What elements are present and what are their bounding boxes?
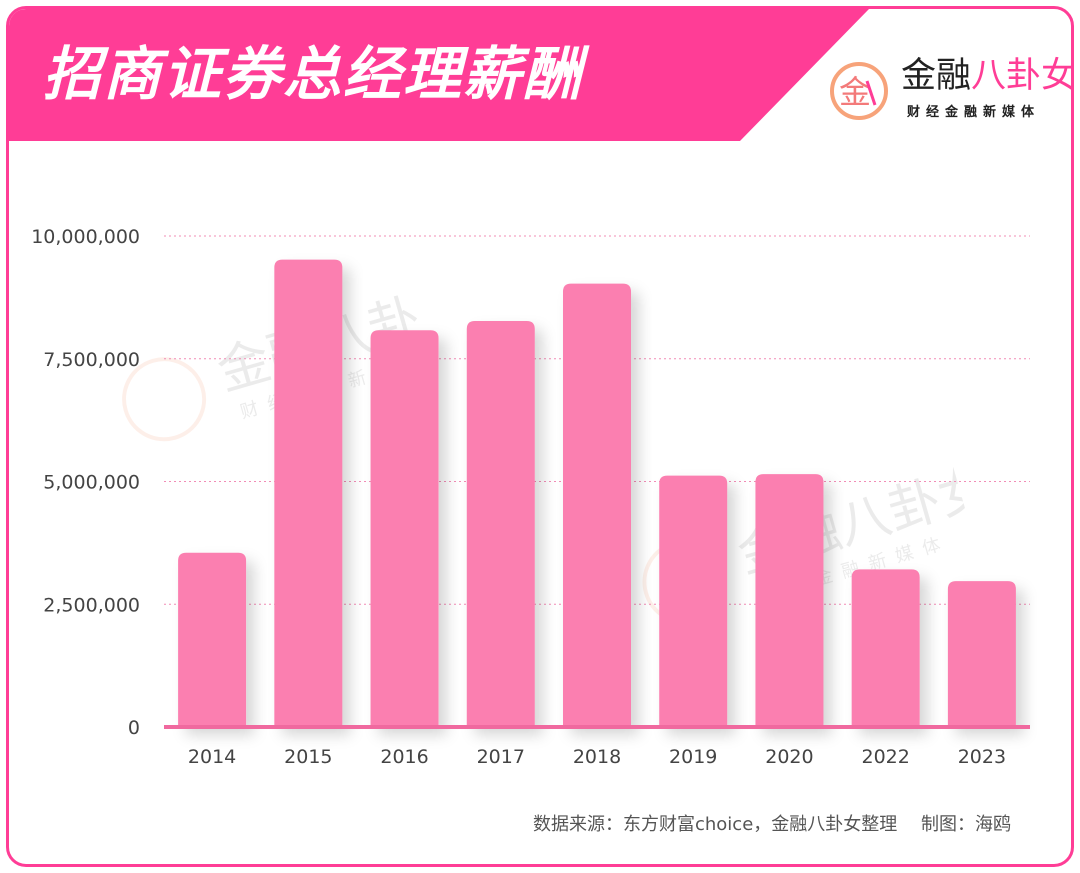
bar-2022	[851, 569, 920, 727]
bar-2016	[370, 330, 439, 727]
brand-logo: 金 金融八卦女 财经金融新媒体	[827, 55, 1071, 135]
bar-2020	[755, 474, 824, 727]
x-tick-label: 2018	[573, 746, 621, 768]
brand-subtitle: 财经金融新媒体	[907, 105, 1041, 120]
bar-2017	[466, 320, 535, 727]
brand-name: 金融八卦女	[901, 55, 1074, 97]
x-tick-label: 2014	[188, 746, 236, 768]
x-tick-label: 2020	[765, 746, 813, 768]
x-tick-label: 2019	[669, 746, 717, 768]
source-note: 数据来源：东方财富choice，金融八卦女整理 制图：海鸥	[532, 814, 1011, 835]
jin-circle-logo-icon: 金	[830, 62, 888, 120]
y-tick-label: 5,000,000	[43, 472, 140, 494]
bar-2023	[947, 581, 1016, 727]
x-tick-label: 2017	[477, 746, 525, 768]
bar-2014	[178, 552, 247, 727]
bar-2018	[563, 283, 631, 727]
bar-chart: 0 2,500,000 5,000,000 7,500,000 10,000,000 2…	[31, 226, 1030, 768]
title-banner	[9, 9, 869, 141]
y-tick-label: 2,500,000	[43, 594, 140, 616]
x-tick-label: 2022	[861, 746, 909, 768]
bar-2019	[659, 475, 728, 727]
y-tick-label: 0	[128, 717, 140, 739]
brand-name-plain: 金融	[901, 56, 972, 96]
x-tick-label: 2016	[380, 746, 428, 768]
y-tick-label: 10,000,000	[31, 226, 140, 248]
svg-text:金: 金	[839, 73, 871, 111]
chart-frame: 招商证券总经理薪酬 金 金融八卦女 财经金融新媒体 金融八卦女 财经金融新媒体 …	[6, 6, 1074, 867]
y-axis-ticks: 0 2,500,000 5,000,000 7,500,000 10,000,000	[31, 226, 140, 739]
y-tick-label: 7,500,000	[43, 349, 140, 371]
brand-name-accent: 八卦女	[971, 56, 1074, 96]
chart-title: 招商证券总经理薪酬	[43, 40, 584, 108]
x-tick-label: 2015	[284, 746, 332, 768]
x-axis-ticks: 2014 2015 2016 2017 2018 2019 2020 2022 2023	[188, 746, 1006, 768]
x-tick-label: 2023	[958, 746, 1006, 768]
bar-2015	[274, 259, 343, 727]
bars	[178, 259, 1016, 727]
